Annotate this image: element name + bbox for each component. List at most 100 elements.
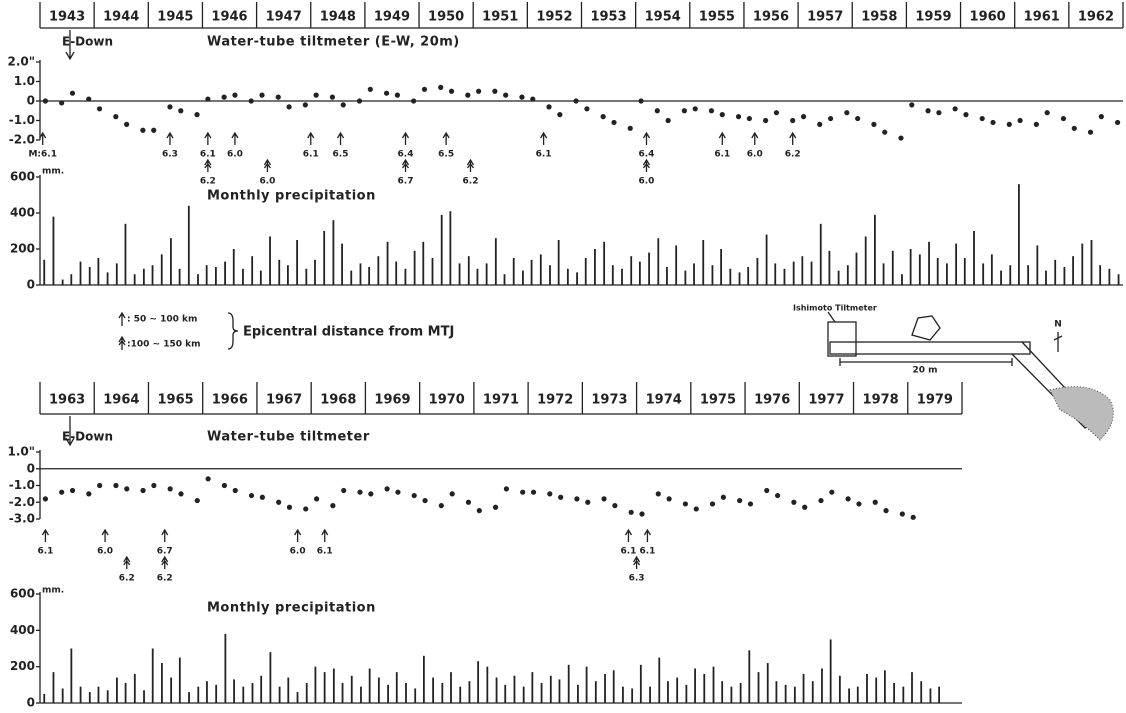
precip-bar (314, 666, 317, 703)
tilt-point (140, 487, 146, 494)
tilt-point (69, 90, 76, 96)
precip-bar (404, 268, 407, 285)
precip-bar (621, 268, 623, 285)
tilt-point (113, 114, 119, 120)
event-arrow (231, 131, 239, 145)
precip-bar (142, 268, 145, 285)
year-label: 1943 (49, 10, 85, 25)
precip-bar (873, 214, 876, 285)
precip-bar (377, 677, 380, 703)
tilt-point (1060, 115, 1067, 122)
precip-bar (649, 686, 651, 703)
precip-bar (901, 274, 903, 285)
precip-bar (440, 214, 443, 285)
tilt-point (746, 115, 752, 122)
year-label: 1969 (374, 393, 410, 408)
precip-bar (287, 677, 290, 703)
tilt-point (530, 489, 537, 495)
year-label: 1964 (103, 393, 139, 408)
tilt-point (844, 110, 850, 116)
event-arrow (263, 158, 271, 172)
precip-bar (178, 268, 181, 285)
precip-bar (504, 684, 507, 703)
event-magnitude: M:6.1 (28, 150, 57, 160)
year-label: 1946 (211, 10, 247, 25)
tilt-point (465, 92, 471, 98)
precip-bar (215, 684, 218, 703)
inset-diagram: Ishimoto Tiltmeter 20 m N (793, 304, 1114, 441)
tilt-point (990, 119, 996, 126)
tilt-point (612, 503, 618, 509)
tilt-point (952, 106, 958, 112)
precip-bar (982, 263, 985, 285)
precip-bar (251, 256, 254, 285)
tilt-point (151, 482, 157, 489)
event-arrow (442, 131, 450, 145)
tilt-point (42, 98, 49, 104)
tilt-point (775, 492, 781, 499)
tilt-point (438, 503, 444, 509)
precip-bar (432, 677, 435, 703)
precip-bar (792, 261, 795, 285)
precip-bar (883, 670, 886, 703)
event-magnitude: 6.3 (629, 574, 645, 584)
precip-bar (938, 686, 941, 703)
precip-bar (359, 263, 362, 285)
y-tick-label: 1.0" (7, 445, 35, 459)
precip-bar (756, 258, 759, 285)
precip-bar (314, 259, 316, 285)
tilt-point (747, 501, 754, 507)
tilt-point (303, 506, 309, 512)
tilt-point (221, 94, 227, 100)
tilt-point (530, 96, 536, 102)
precip-bar (260, 675, 263, 703)
precip-bar (802, 673, 805, 703)
tilt-point (1017, 117, 1023, 124)
tilt-point (910, 514, 916, 520)
tilt-point (503, 486, 510, 492)
precip-bar (712, 666, 715, 703)
tilt-point (802, 504, 808, 510)
tilt-point (124, 121, 130, 127)
event-magnitude: 6.1 (620, 547, 636, 557)
year-label: 1957 (807, 10, 843, 25)
precip-bar (422, 241, 425, 285)
precip-bar (61, 688, 64, 703)
precip-bar (811, 681, 814, 703)
tilt-point (194, 497, 200, 504)
tilt-point (773, 110, 780, 116)
event-magnitude: 6.1 (714, 150, 730, 160)
precip-bar (467, 256, 470, 285)
tilt-point (194, 112, 200, 118)
tiltmeter-box (827, 321, 857, 357)
y-tick-label: 2.0" (7, 55, 35, 69)
event-arrow (41, 528, 49, 542)
y-tick-label: 400 (10, 206, 35, 220)
tube (829, 341, 1031, 355)
precip-bar (1054, 259, 1057, 285)
tilt-point (693, 506, 699, 512)
dimension (839, 358, 1013, 366)
tilt-point (856, 501, 862, 507)
precip-bar (395, 261, 398, 285)
precip-bar (513, 675, 516, 703)
precip-bar (747, 267, 750, 285)
event-arrow (633, 555, 641, 569)
precip-bar (503, 274, 506, 285)
precip-bar (866, 673, 868, 703)
tilt-point (357, 489, 363, 495)
precip-bar (414, 688, 417, 703)
precip-bar (946, 263, 948, 285)
event-magnitude: 6.4 (639, 150, 655, 160)
year-label: 1979 (917, 393, 953, 408)
tilt-point (791, 499, 797, 505)
tilt-point (394, 92, 400, 98)
precip-bar (395, 672, 398, 703)
tilt-point (963, 112, 969, 118)
precip-bar (441, 683, 444, 703)
precip-bar (909, 249, 912, 285)
tilt-point (1071, 125, 1077, 131)
precip-bar (97, 686, 100, 703)
precip-bar (838, 675, 841, 703)
precip-bar (585, 666, 588, 703)
